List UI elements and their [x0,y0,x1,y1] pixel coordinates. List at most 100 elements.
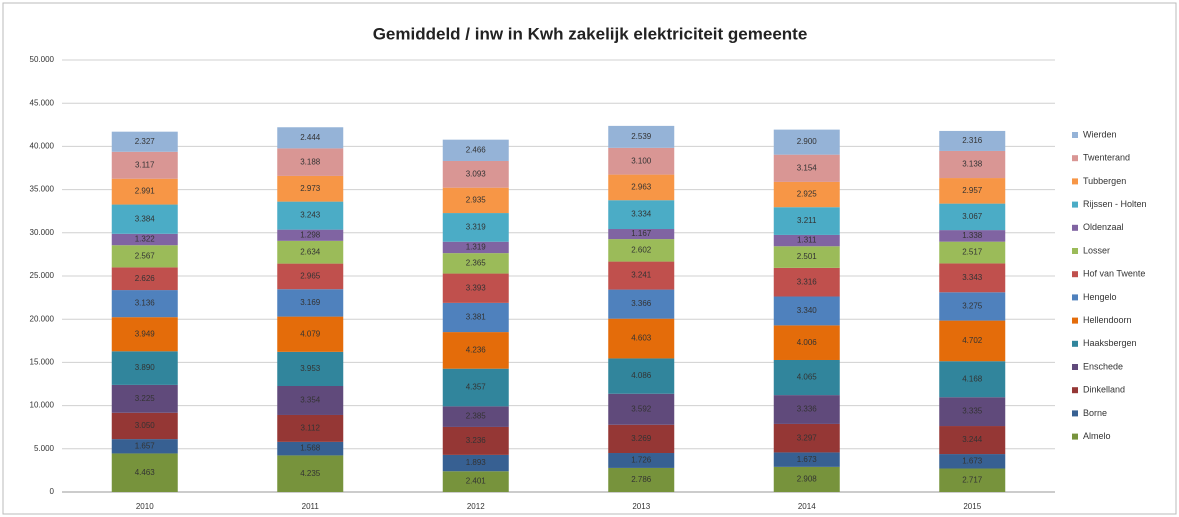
data-label: 2.717 [962,475,983,484]
y-tick-label: 0 [50,487,55,496]
data-label: 3.243 [300,211,321,220]
y-tick-label: 15.000 [30,358,55,367]
bar-segment [111,204,178,234]
legend-label: Tubbergen [1083,176,1126,186]
data-label: 3.890 [135,363,156,372]
bar-segment [773,234,840,247]
bar-segment [442,241,509,254]
data-label: 2.385 [466,412,487,421]
data-label: 2.365 [466,258,487,267]
bar-segment [277,127,344,149]
data-label: 3.211 [797,216,817,225]
data-label: 1.311 [797,236,817,245]
bar-segment [939,150,1006,179]
data-label: 2.501 [797,252,818,261]
bar-segment [442,406,509,427]
data-label: 4.702 [962,336,983,345]
legend-swatch [1072,410,1078,417]
bar-segment [773,296,840,326]
bar-segment [111,151,178,179]
bar-segment [939,203,1006,231]
bar-segment [773,267,840,297]
bar-segment [608,229,675,240]
data-label: 3.244 [962,435,983,444]
bar-segment [111,245,178,268]
bar-segment [277,240,344,264]
data-label: 3.953 [300,364,321,373]
data-label: 1.322 [135,235,156,244]
bar-segment [939,292,1006,321]
legend-swatch [1072,155,1078,162]
data-label: 2.517 [962,248,983,257]
data-label: 2.965 [300,272,321,281]
data-label: 1.568 [300,444,321,453]
data-label: 1.893 [466,458,487,467]
data-label: 3.319 [466,223,487,232]
x-tick-label: 2015 [963,502,981,511]
bar-segment [773,466,840,492]
bar-segment [277,263,344,290]
data-label: 3.354 [300,396,321,405]
x-tick-label: 2012 [467,502,485,511]
bar-segment [277,414,344,442]
bar-segment [277,351,344,386]
legend-swatch [1072,294,1078,301]
bar-segment [442,187,509,214]
bar-segment [608,239,675,262]
legend-swatch [1072,201,1078,208]
legend-label: Losser [1083,245,1110,255]
data-label: 2.466 [466,145,487,154]
bar-segment [608,453,675,468]
bar-segment [939,241,1006,264]
data-label: 3.050 [135,421,156,430]
data-label: 1.673 [962,456,983,465]
data-label: 2.973 [300,184,321,193]
bar-segment [111,131,178,152]
bar-segment [773,423,840,453]
data-label: 3.275 [962,302,983,311]
bar-segment [939,397,1006,427]
bar-segment [939,230,1006,242]
bar-segment [608,467,675,492]
legend-label: Hof van Twente [1083,269,1145,279]
data-label: 2.316 [962,136,983,145]
bar-segment [608,358,675,394]
data-label: 4.357 [466,383,487,392]
legend-label: Enschede [1083,361,1123,371]
bar-segment [442,471,509,492]
bar-segment [939,130,1006,151]
data-label: 3.316 [797,277,818,286]
data-label: 2.401 [466,477,487,486]
legend-label: Haaksbergen [1083,338,1137,348]
data-label: 3.297 [797,433,818,442]
legend-swatch [1072,364,1078,370]
legend-swatch [1072,132,1078,138]
legend-swatch [1072,248,1078,254]
bar-segment [442,368,509,407]
legend-label: Dinkelland [1083,385,1125,395]
data-label: 3.112 [301,424,321,433]
bar-segment [111,178,178,205]
data-label: 3.067 [962,212,983,221]
bar-segment [111,290,178,318]
x-tick-label: 2014 [798,502,816,511]
data-label: 2.626 [135,274,156,283]
bar-segment [442,273,509,303]
bar-segment [442,253,509,274]
data-label: 2.935 [466,195,487,204]
data-label: 2.925 [797,190,818,199]
data-label: 4.006 [797,338,818,347]
data-label: 1.319 [466,243,487,252]
data-label: 4.065 [797,373,818,382]
bar-segment [277,175,344,202]
data-label: 3.336 [797,405,818,414]
bar-segment [773,181,840,208]
chart-title: Gemiddeld / inw in Kwh zakelijk elektric… [373,24,808,43]
data-label: 3.366 [631,299,652,308]
bar-segment [608,261,675,290]
legend-label: Hengelo [1083,292,1117,302]
bar-segment [608,174,675,201]
data-label: 3.340 [797,306,818,315]
legend-label: Almelo [1083,431,1111,441]
bar-segment [773,452,840,467]
